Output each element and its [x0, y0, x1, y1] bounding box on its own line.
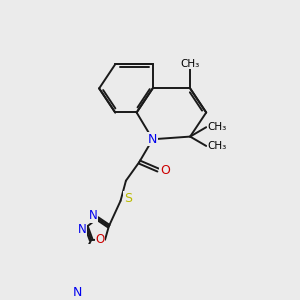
- Text: O: O: [160, 164, 170, 176]
- Text: O: O: [96, 233, 105, 246]
- Text: N: N: [148, 133, 158, 146]
- Text: CH₃: CH₃: [181, 58, 200, 68]
- Text: N: N: [78, 223, 87, 236]
- Text: N: N: [89, 209, 98, 222]
- Text: S: S: [124, 192, 132, 205]
- Text: N: N: [73, 286, 83, 299]
- Text: CH₃: CH₃: [208, 141, 227, 151]
- Text: CH₃: CH₃: [208, 122, 227, 132]
